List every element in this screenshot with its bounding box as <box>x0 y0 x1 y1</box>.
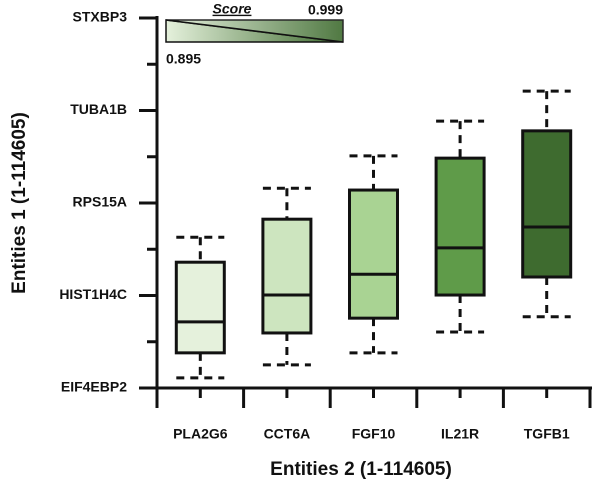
legend-min: 0.895 <box>166 51 201 67</box>
y-tick-label: HIST1H4C <box>59 286 127 302</box>
legend-wedge <box>165 19 344 43</box>
x-tick-label: FGF10 <box>352 426 396 442</box>
x-tick-label: IL21R <box>441 426 479 442</box>
box <box>261 217 313 335</box>
x-tick-label: CCT6A <box>264 426 311 442</box>
legend-max: 0.999 <box>308 2 343 18</box>
y-tick-label: TUBA1B <box>70 101 127 117</box>
box <box>434 156 486 297</box>
box <box>521 129 573 279</box>
x-tick-label: TGFB1 <box>524 426 570 442</box>
y-tick-label: RPS15A <box>73 194 127 210</box>
box <box>174 260 226 355</box>
y-tick-label: EIF4EBP2 <box>61 379 127 395</box>
x-tick-label: PLA2G6 <box>173 426 228 442</box>
y-tick-label: STXBP3 <box>73 9 128 25</box>
box <box>348 188 399 320</box>
legend-title: Score <box>213 1 252 17</box>
x-axis-label: Entities 2 (1-114605) <box>270 459 452 480</box>
y-axis-label: Entities 1 (1-114605) <box>9 112 30 294</box>
